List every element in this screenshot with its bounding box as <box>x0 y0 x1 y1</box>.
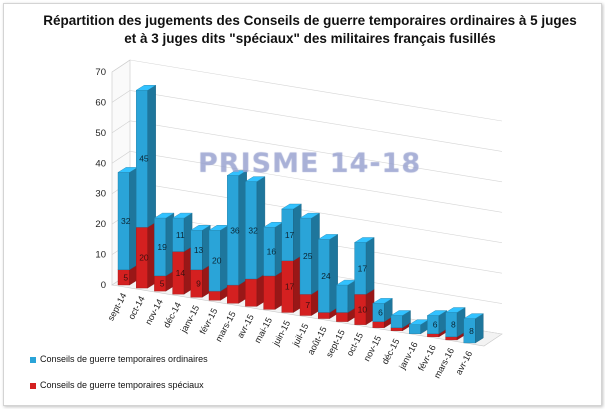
bar-speciaux-front <box>263 275 276 310</box>
data-label-ordinaires: 8 <box>451 320 456 330</box>
bar-ordinaires-top <box>190 225 211 231</box>
legend-swatch-speciaux <box>30 382 36 389</box>
legend-label-speciaux: Conseils de guerre temporaires spéciaux <box>40 380 204 390</box>
x-tick-label: sept-15 <box>324 328 347 359</box>
data-label-speciaux: 9 <box>196 279 201 289</box>
bar-ordinaires-front <box>409 324 421 334</box>
data-label-ordinaires: 8 <box>469 326 474 336</box>
data-label-ordinaires: 6 <box>433 320 438 330</box>
data-label-ordinaires: 17 <box>358 263 368 273</box>
bar-ordinaires-top <box>244 176 266 182</box>
gridline-left <box>111 151 131 164</box>
y-tick-label: 30 <box>95 189 106 200</box>
data-label-ordinaires: 20 <box>212 256 222 266</box>
x-tick-label: avr-15 <box>235 313 256 340</box>
data-label-ordinaires: 13 <box>194 245 204 255</box>
x-tick-label: oct-14 <box>126 294 147 321</box>
data-label-speciaux: 17 <box>285 282 295 292</box>
data-label-speciaux: 5 <box>160 278 165 288</box>
bar-ordinaires-top <box>426 310 448 316</box>
x-tick-label: déc-14 <box>161 300 183 329</box>
bar-ordinaires-top <box>372 298 393 304</box>
bar-ordinaires-top <box>463 313 484 319</box>
bar-ordinaires-top <box>444 307 466 313</box>
x-tick-label: nov-14 <box>143 297 165 326</box>
bar-ordinaires-top <box>353 237 375 243</box>
x-tick-label: nov-15 <box>362 334 384 363</box>
data-label-ordinaires: 19 <box>157 242 167 252</box>
bar-speciaux-front <box>427 333 440 338</box>
data-label-ordinaires: 24 <box>321 271 331 281</box>
data-label-ordinaires: 11 <box>176 230 185 240</box>
legend-item-ordinaires: Conseils de guerre temporaires ordinaire… <box>30 354 208 364</box>
y-tick-label: 50 <box>95 128 106 139</box>
bar-speciaux-front <box>226 284 239 304</box>
data-label-ordinaires: 16 <box>267 247 277 257</box>
data-label-ordinaires: 45 <box>139 154 149 164</box>
bar-ordinaires-top <box>317 234 339 240</box>
bar-speciaux-front <box>336 312 349 322</box>
bar-ordinaires-front <box>336 284 349 313</box>
bar-ordinaires-top <box>390 310 412 316</box>
y-tick-label: 20 <box>95 219 106 230</box>
gridline-left <box>111 120 131 134</box>
bar-ordinaires-top <box>226 170 248 176</box>
y-tick-label: 40 <box>95 158 106 169</box>
bar-speciaux-front <box>372 321 385 328</box>
x-tick-label: juil-15 <box>290 322 311 349</box>
y-tick-label: 60 <box>95 97 106 108</box>
data-label-ordinaires: 32 <box>121 216 131 226</box>
data-label-ordinaires: 32 <box>248 225 258 235</box>
y-tick-label: 0 <box>101 280 106 291</box>
bar-ordinaires-side <box>365 237 375 295</box>
data-label-speciaux: 7 <box>305 300 310 310</box>
bar-speciaux-front <box>208 290 221 301</box>
x-tick-label: juin-15 <box>270 319 292 348</box>
bar-ordinaires-top <box>281 203 302 210</box>
data-label-speciaux: 10 <box>358 304 368 314</box>
bar-ordinaires-top <box>171 212 193 219</box>
bar-speciaux-front <box>318 312 330 319</box>
bar-speciaux-front <box>445 336 458 341</box>
legend-item-speciaux: Conseils de guerre temporaires spéciaux <box>30 380 204 390</box>
bar-ordinaires-top <box>153 212 175 219</box>
x-tick-label: avr-16 <box>454 349 475 376</box>
data-label-speciaux: 14 <box>176 268 186 278</box>
data-label-ordinaires: 17 <box>285 230 295 240</box>
bar-ordinaires-side <box>147 84 156 228</box>
chart-title: Répartition des jugements des Conseils d… <box>43 13 577 46</box>
gridline-back <box>129 90 503 152</box>
y-tick-label: 10 <box>95 250 106 261</box>
bar-speciaux-front <box>245 278 258 307</box>
x-tick-label: déc-15 <box>380 337 402 366</box>
chart-frame <box>3 3 602 406</box>
data-label-ordinaires: 6 <box>378 307 383 317</box>
gridline-left <box>111 59 131 73</box>
bar-ordinaires-front <box>390 315 403 328</box>
x-tick-label: sept-14 <box>106 291 129 322</box>
x-tick-label: oct-15 <box>345 331 366 358</box>
data-label-ordinaires: 25 <box>303 251 313 261</box>
data-label-ordinaires: 36 <box>230 225 240 235</box>
legend-label-ordinaires: Conseils de guerre temporaires ordinaire… <box>40 354 208 364</box>
x-tick-label: mai-15 <box>252 316 274 345</box>
gridline-back <box>129 120 503 183</box>
gridline-back <box>129 150 503 213</box>
y-tick-label: 70 <box>95 67 106 78</box>
data-label-speciaux: 20 <box>139 253 149 263</box>
watermark-text: PRISME 14-18 <box>198 148 422 179</box>
data-label-speciaux: 5 <box>123 272 128 282</box>
gridline-back <box>129 181 503 244</box>
gridline-left <box>111 90 131 103</box>
legend-swatch-ordinaires <box>30 356 36 363</box>
bar-speciaux-front <box>390 327 403 331</box>
bar-ordinaires-top <box>135 85 157 91</box>
gridline-back <box>129 59 503 122</box>
bar-ordinaires-top <box>299 212 321 219</box>
